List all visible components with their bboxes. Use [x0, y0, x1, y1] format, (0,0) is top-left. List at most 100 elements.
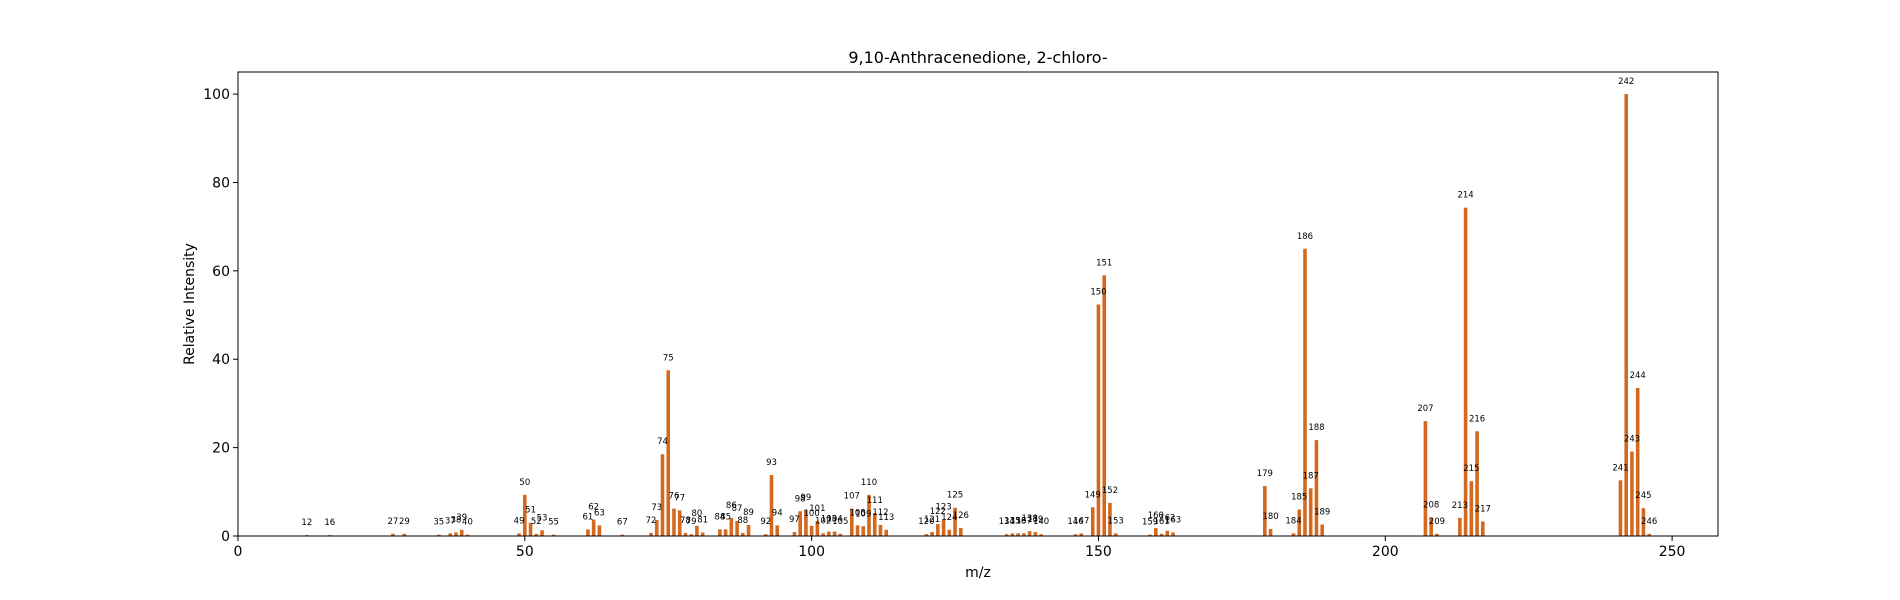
bar-mz-72 [649, 532, 653, 536]
bar-mz-73 [654, 520, 659, 536]
peak-label-mz-213: 213 [1452, 501, 1468, 511]
peak-label-mz-136: 136 [1010, 516, 1026, 526]
peak-label-mz-97: 97 [789, 515, 800, 525]
y-tick-label-100: 100 [203, 87, 230, 103]
peak-label-mz-215: 215 [1463, 464, 1479, 474]
bar-mz-138 [1027, 531, 1032, 536]
peak-label-mz-40: 40 [462, 518, 473, 528]
peak-label-mz-89: 89 [743, 508, 754, 518]
y-tick-label-0: 0 [221, 529, 230, 545]
bar-mz-101 [815, 520, 820, 536]
bar-mz-188 [1314, 440, 1319, 536]
x-tick-label-150: 150 [1085, 544, 1112, 560]
bar-mz-35 [436, 534, 441, 536]
peak-label-mz-151: 151 [1096, 258, 1112, 268]
peak-label-mz-104: 104 [826, 515, 842, 525]
bar-mz-88 [741, 532, 745, 536]
y-axis: 0 20 40 60 80 100 [203, 87, 238, 545]
bar-mz-216 [1475, 431, 1479, 536]
peak-label-mz-86: 86 [726, 501, 737, 511]
bar-mz-98 [798, 511, 802, 536]
peak-label-mz-208: 208 [1423, 500, 1439, 510]
bars-group [305, 94, 1651, 536]
peak-label-mz-74: 74 [657, 437, 668, 447]
bar-mz-217 [1481, 521, 1485, 536]
peak-label-mz-163: 163 [1165, 515, 1181, 525]
bar-mz-93 [769, 475, 774, 536]
peak-label-mz-125: 125 [947, 491, 963, 501]
bar-mz-136 [1016, 533, 1020, 536]
peak-label-mz-108: 108 [849, 508, 865, 518]
bar-mz-215 [1469, 481, 1474, 536]
peak-label-mz-49: 49 [514, 516, 525, 526]
bar-mz-102 [821, 533, 825, 536]
bar-mz-111 [872, 513, 877, 536]
bar-mz-84 [718, 529, 722, 536]
peak-label-mz-77: 77 [674, 493, 685, 503]
peak-label-mz-135: 135 [1004, 516, 1020, 526]
peak-label-mz-73: 73 [651, 503, 662, 513]
peak-label-mz-180: 180 [1262, 512, 1278, 522]
bar-mz-85 [723, 529, 728, 536]
bar-mz-150 [1096, 304, 1101, 536]
peak-label-mz-87: 87 [732, 504, 743, 514]
bar-mz-103 [827, 531, 831, 536]
y-tick-label-20: 20 [212, 441, 230, 457]
peak-label-mz-112: 112 [872, 508, 888, 518]
bar-mz-37 [448, 533, 453, 536]
x-tick-label-0: 0 [234, 544, 243, 560]
bar-mz-62 [591, 519, 596, 536]
bar-mz-160 [1154, 528, 1158, 536]
bar-mz-109 [861, 526, 866, 536]
peak-label-mz-62: 62 [588, 503, 599, 513]
peak-label-mz-153: 153 [1108, 516, 1124, 526]
bar-mz-163 [1171, 532, 1175, 536]
peak-label-mz-184: 184 [1285, 516, 1301, 526]
bar-mz-94 [775, 525, 780, 536]
peak-label-mz-150: 150 [1090, 287, 1106, 297]
bar-mz-99 [804, 509, 808, 536]
bar-mz-110 [867, 494, 871, 536]
peak-label-mz-81: 81 [697, 515, 708, 525]
bar-mz-179 [1263, 486, 1267, 536]
bar-mz-180 [1268, 528, 1273, 536]
bar-mz-49 [517, 533, 521, 536]
bar-mz-50 [523, 494, 527, 536]
bar-mz-124 [947, 529, 952, 536]
peak-label-mz-209: 209 [1429, 517, 1445, 527]
bar-mz-86 [729, 517, 734, 536]
x-axis-label: m/z [965, 565, 991, 581]
x-tick-label-200: 200 [1372, 544, 1399, 560]
peak-label-mz-100: 100 [804, 509, 820, 519]
bar-mz-123 [941, 519, 946, 536]
peak-label-mz-29: 29 [399, 517, 410, 527]
bar-mz-81 [700, 532, 705, 536]
peak-label-mz-61: 61 [583, 512, 594, 522]
peak-label-mz-99: 99 [800, 493, 811, 503]
peak-label-mz-38: 38 [451, 515, 462, 525]
y-tick-label-80: 80 [212, 175, 230, 191]
bar-mz-108 [855, 525, 860, 536]
bar-mz-140 [1039, 534, 1043, 536]
peak-label-mz-63: 63 [594, 508, 605, 518]
bar-mz-151 [1102, 275, 1107, 536]
bar-mz-159 [1148, 534, 1152, 536]
x-axis: 0 50 100 150 200 250 [234, 536, 1685, 560]
bar-mz-29 [402, 533, 407, 536]
bar-mz-149 [1090, 507, 1095, 536]
peak-label-mz-149: 149 [1085, 490, 1101, 500]
bar-mz-241 [1618, 480, 1623, 536]
bar-mz-53 [540, 530, 544, 536]
peak-label-mz-35: 35 [433, 518, 444, 528]
peak-label-mz-187: 187 [1303, 471, 1319, 481]
bar-mz-63 [597, 525, 602, 536]
peak-label-mz-102: 102 [815, 516, 831, 526]
bar-mz-113 [884, 529, 889, 536]
peak-label-mz-50: 50 [519, 478, 530, 488]
peak-label-mz-243: 243 [1624, 435, 1640, 445]
peak-label-mz-244: 244 [1630, 371, 1646, 381]
peak-label-mz-80: 80 [692, 509, 703, 519]
peak-label-mz-179: 179 [1257, 469, 1273, 479]
peak-label-mz-75: 75 [663, 353, 674, 363]
